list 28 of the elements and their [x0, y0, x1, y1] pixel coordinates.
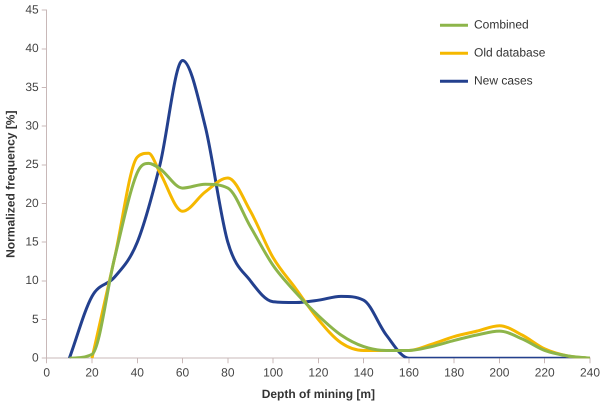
x-tick-label: 80 [221, 366, 235, 380]
x-tick-label: 20 [85, 366, 100, 380]
y-tick-label: 10 [25, 273, 40, 288]
x-axis-title: Depth of mining [m] [262, 387, 376, 402]
y-tick-label: 15 [25, 234, 40, 249]
y-tick-label: 45 [25, 2, 40, 17]
y-tick-label: 20 [25, 196, 40, 210]
x-tick-label: 240 [580, 366, 600, 380]
x-tick-label: 60 [176, 366, 190, 380]
x-tick-label: 40 [130, 366, 144, 380]
x-tick-label: 220 [534, 366, 556, 380]
legend-label: Combined [474, 18, 529, 32]
y-tick-label: 5 [32, 312, 40, 326]
x-tick-label: 120 [308, 366, 329, 380]
y-tick-label: 40 [25, 41, 40, 56]
x-tick-label: 200 [489, 366, 510, 380]
y-tick-label: 30 [25, 118, 40, 133]
legend-label: New cases [474, 74, 533, 88]
y-axis-title: Normalized frequency [%] [4, 110, 18, 258]
y-tick-label: 35 [25, 80, 40, 94]
x-tick-label: 140 [354, 366, 374, 380]
y-tick-label: 0 [32, 350, 40, 365]
x-tick-label: 100 [263, 366, 284, 380]
legend-label: Old database [474, 46, 546, 60]
x-tick-label: 160 [398, 366, 420, 380]
y-tick-label: 25 [25, 157, 40, 172]
x-tick-label: 0 [43, 366, 50, 380]
x-tick-label: 180 [444, 366, 465, 380]
